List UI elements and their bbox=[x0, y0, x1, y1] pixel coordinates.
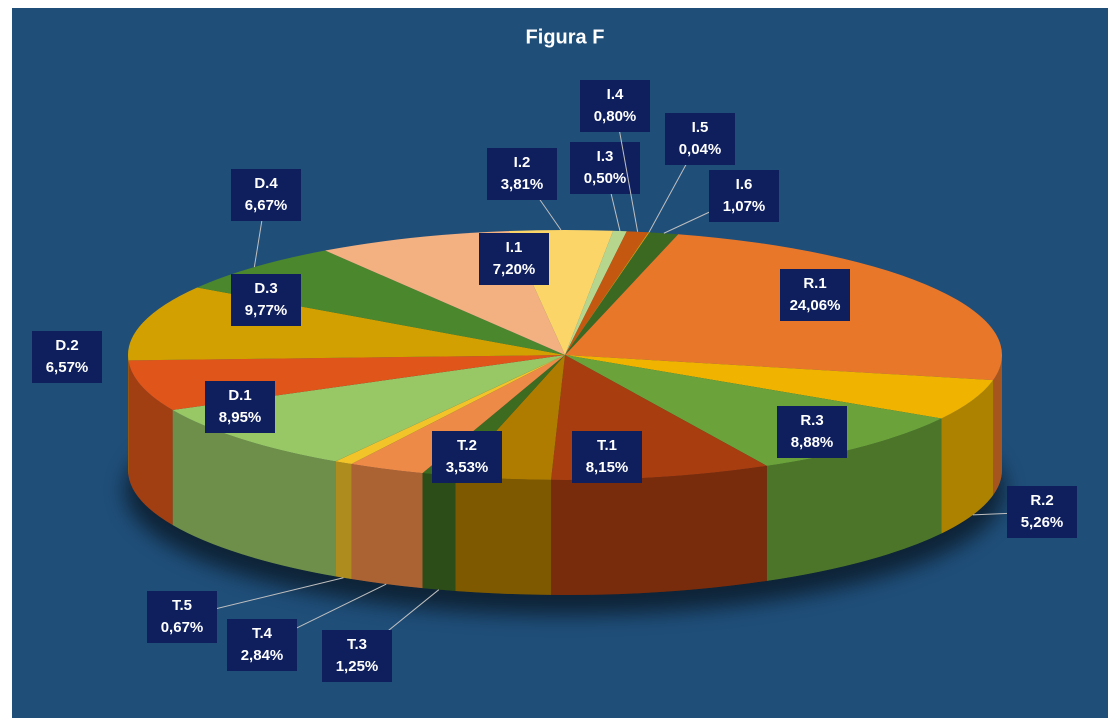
label-box bbox=[231, 169, 301, 221]
category-label: R.1 bbox=[803, 275, 826, 292]
category-label: I.6 bbox=[736, 176, 753, 193]
slice-side bbox=[551, 465, 767, 595]
side-shade bbox=[455, 476, 552, 595]
label-box bbox=[780, 269, 850, 321]
value-label: 8,15% bbox=[586, 459, 629, 476]
side-shade bbox=[766, 418, 942, 581]
value-label: 6,67% bbox=[245, 197, 288, 214]
label-box bbox=[322, 630, 392, 682]
label-box bbox=[709, 170, 779, 222]
slice bbox=[565, 232, 679, 355]
slice-side bbox=[172, 410, 336, 577]
value-label: 6,57% bbox=[46, 359, 89, 376]
slice-side bbox=[941, 380, 994, 534]
category-label: R.2 bbox=[1030, 492, 1053, 509]
label-box bbox=[487, 148, 557, 200]
label-box bbox=[777, 406, 847, 458]
label-box bbox=[147, 591, 217, 643]
slice bbox=[351, 355, 565, 474]
label-box bbox=[479, 233, 549, 285]
slice bbox=[565, 355, 942, 466]
side-shade bbox=[351, 464, 423, 589]
category-label: I.4 bbox=[607, 86, 624, 103]
category-label: I.2 bbox=[514, 154, 531, 171]
category-label: T.5 bbox=[172, 597, 192, 614]
side-shade bbox=[128, 360, 173, 526]
value-label: 8,88% bbox=[791, 434, 834, 451]
slice-side bbox=[351, 464, 423, 589]
slice bbox=[565, 355, 994, 419]
value-label: 8,95% bbox=[219, 409, 262, 426]
category-label: I.5 bbox=[692, 119, 709, 136]
side-shade bbox=[422, 473, 456, 592]
category-label: T.3 bbox=[347, 636, 367, 653]
value-label: 3,81% bbox=[501, 176, 544, 193]
category-label: T.4 bbox=[252, 625, 273, 642]
label-box bbox=[231, 274, 301, 326]
category-label: T.1 bbox=[597, 437, 617, 454]
category-label: R.3 bbox=[800, 412, 823, 429]
value-label: 1,07% bbox=[723, 198, 766, 215]
value-label: 2,84% bbox=[241, 647, 284, 664]
value-label: 24,06% bbox=[790, 297, 841, 314]
category-label: I.3 bbox=[597, 148, 614, 165]
category-label: D.1 bbox=[228, 387, 251, 404]
side-shade bbox=[551, 465, 767, 595]
side-shade bbox=[335, 461, 352, 580]
label-box bbox=[580, 80, 650, 132]
slice-side bbox=[422, 473, 456, 592]
slice bbox=[172, 355, 565, 462]
label-box bbox=[1007, 486, 1077, 538]
chart-title: Figura F bbox=[526, 26, 605, 48]
label-box bbox=[205, 381, 275, 433]
value-label: 1,25% bbox=[336, 658, 379, 675]
slice bbox=[565, 231, 649, 355]
label-box bbox=[570, 142, 640, 194]
label-box bbox=[665, 113, 735, 165]
category-label: D.3 bbox=[254, 280, 277, 297]
side-shade bbox=[941, 380, 994, 534]
slice-side bbox=[766, 418, 942, 581]
value-label: 3,53% bbox=[446, 459, 489, 476]
value-label: 0,04% bbox=[679, 141, 722, 158]
value-label: 0,50% bbox=[584, 170, 627, 187]
value-label: 9,77% bbox=[245, 302, 288, 319]
label-box bbox=[32, 331, 102, 383]
side-shade bbox=[172, 410, 336, 577]
value-label: 7,20% bbox=[493, 261, 536, 278]
value-label: 0,80% bbox=[594, 108, 637, 125]
slice-side bbox=[335, 461, 352, 580]
category-label: T.2 bbox=[457, 437, 477, 454]
label-box bbox=[227, 619, 297, 671]
slice bbox=[565, 232, 650, 355]
value-label: 0,67% bbox=[161, 619, 204, 636]
category-label: I.1 bbox=[506, 239, 523, 256]
label-box bbox=[432, 431, 502, 483]
slice bbox=[335, 355, 565, 465]
side-shade bbox=[993, 355, 1002, 496]
slice bbox=[565, 230, 627, 355]
category-label: D.4 bbox=[254, 175, 278, 192]
label-box bbox=[572, 431, 642, 483]
slice-side bbox=[128, 360, 173, 526]
value-label: 5,26% bbox=[1021, 514, 1064, 531]
slice-side bbox=[455, 476, 552, 595]
category-label: D.2 bbox=[55, 337, 78, 354]
slice-side bbox=[993, 355, 1002, 496]
